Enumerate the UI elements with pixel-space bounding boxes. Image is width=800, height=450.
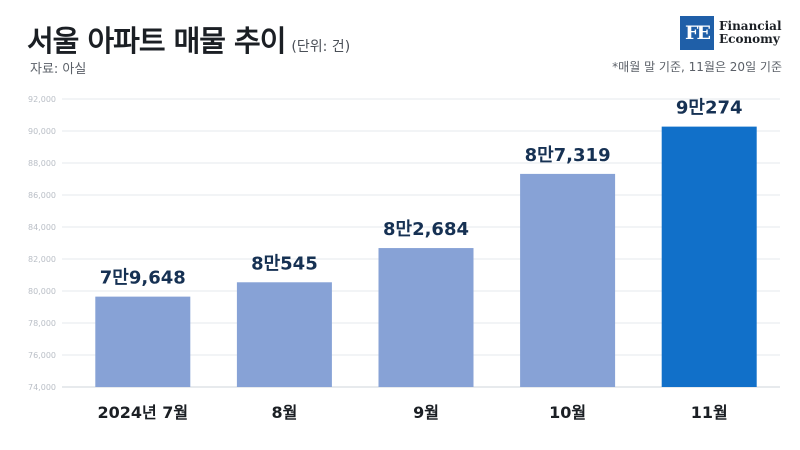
chart-title: 서울 아파트 매물 추이	[27, 24, 286, 58]
data-label: 8만2,684	[383, 219, 469, 240]
x-tick-label: 8월	[271, 403, 297, 422]
data-label: 8만545	[251, 253, 318, 274]
footnote-label: *매월 말 기준, 11월은 20일 기준	[612, 60, 782, 74]
bar	[378, 248, 474, 387]
unit-label: (단위: 건)	[291, 39, 351, 55]
y-tick-label: 80,000	[28, 287, 56, 296]
x-tick-label: 2024년 7월	[97, 403, 188, 422]
title-row: 서울 아파트 매물 추이 (단위: 건)	[27, 18, 350, 60]
x-tick-label: 9월	[413, 403, 439, 422]
y-tick-label: 78,000	[28, 319, 56, 328]
data-label: 9만274	[676, 98, 743, 119]
y-tick-label: 76,000	[28, 351, 56, 360]
logo-line-1: Financial	[719, 19, 782, 33]
data-label: 7만9,648	[100, 268, 186, 289]
y-tick-label: 74,000	[28, 383, 56, 392]
financial-economy-logo: FE Financial Economy	[680, 16, 782, 50]
y-tick-label: 88,000	[28, 159, 56, 168]
bar	[661, 126, 757, 387]
bar	[95, 296, 191, 387]
y-tick-label: 84,000	[28, 223, 56, 232]
y-tick-label: 92,000	[28, 95, 56, 104]
source-label: 자료: 아실	[30, 62, 87, 77]
x-tick-label: 10월	[549, 403, 586, 422]
y-tick-label: 86,000	[28, 191, 56, 200]
logo-mark-icon: FE	[680, 16, 714, 50]
y-tick-label: 90,000	[28, 127, 56, 136]
y-tick-label: 82,000	[28, 255, 56, 264]
bar	[236, 282, 332, 387]
x-tick-label: 11월	[691, 403, 728, 422]
logo-line-2: Economy	[719, 32, 780, 46]
logo-text: Financial Economy	[719, 20, 782, 46]
data-label: 8만7,319	[525, 145, 611, 166]
bar	[520, 173, 616, 387]
